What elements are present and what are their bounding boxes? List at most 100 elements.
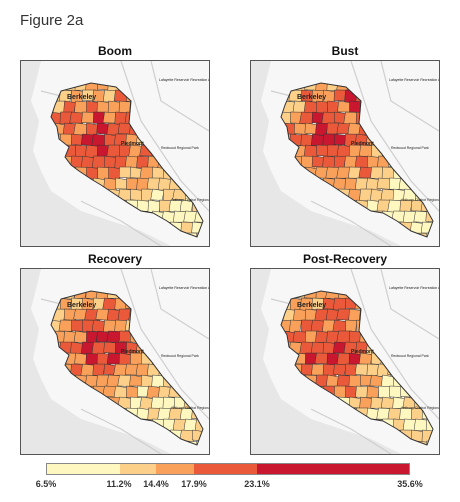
census-tract[interactable] bbox=[316, 100, 329, 114]
census-tract[interactable] bbox=[63, 210, 78, 224]
census-tract[interactable] bbox=[130, 188, 142, 201]
census-tract[interactable] bbox=[359, 232, 373, 246]
census-tract[interactable] bbox=[336, 308, 351, 321]
census-tract[interactable] bbox=[97, 166, 111, 180]
census-tract[interactable] bbox=[73, 232, 88, 245]
census-tract[interactable] bbox=[129, 374, 143, 387]
census-tract[interactable] bbox=[282, 418, 298, 432]
census-tract[interactable] bbox=[334, 221, 347, 236]
census-tract[interactable] bbox=[314, 122, 329, 136]
census-tract[interactable] bbox=[288, 429, 304, 443]
census-tract[interactable] bbox=[333, 429, 349, 443]
census-tract[interactable] bbox=[70, 221, 84, 234]
census-tract[interactable] bbox=[49, 407, 63, 420]
census-tract[interactable] bbox=[378, 385, 392, 399]
census-tract[interactable] bbox=[119, 232, 132, 244]
census-tract[interactable] bbox=[321, 111, 336, 125]
census-tract[interactable] bbox=[337, 232, 352, 244]
census-tract[interactable] bbox=[279, 199, 294, 214]
census-tract[interactable] bbox=[289, 221, 303, 234]
census-tract[interactable] bbox=[114, 319, 128, 333]
census-tract[interactable] bbox=[279, 429, 292, 443]
choropleth-map[interactable]: Berkeley Piedmont Lafayette Reservoir Recr… bbox=[20, 268, 210, 455]
census-tract[interactable] bbox=[282, 440, 296, 453]
census-tract[interactable] bbox=[337, 440, 350, 453]
census-tract[interactable] bbox=[304, 418, 318, 432]
census-tract[interactable] bbox=[91, 221, 107, 235]
census-tract[interactable] bbox=[63, 100, 77, 114]
census-tract[interactable] bbox=[337, 100, 351, 113]
census-tract[interactable] bbox=[58, 319, 74, 332]
census-tract[interactable] bbox=[326, 440, 341, 453]
census-tract[interactable] bbox=[326, 374, 339, 388]
census-tract[interactable] bbox=[52, 440, 67, 453]
census-tract[interactable] bbox=[370, 396, 384, 409]
census-tract[interactable] bbox=[389, 385, 403, 399]
choropleth-map[interactable]: Berkeley Piedmont Lafayette Reservoir Recr… bbox=[250, 268, 440, 455]
census-tract[interactable] bbox=[63, 330, 76, 344]
census-tract[interactable] bbox=[323, 429, 337, 444]
census-tract[interactable] bbox=[49, 221, 64, 235]
census-tract[interactable] bbox=[49, 199, 61, 213]
census-tract[interactable] bbox=[292, 330, 308, 344]
census-tract[interactable] bbox=[283, 210, 298, 224]
census-tract[interactable] bbox=[326, 352, 339, 366]
census-tract[interactable] bbox=[380, 188, 395, 202]
census-tract[interactable] bbox=[314, 232, 331, 246]
census-tract[interactable] bbox=[147, 199, 161, 213]
census-tract[interactable] bbox=[63, 440, 77, 453]
census-tract[interactable] bbox=[292, 232, 307, 244]
census-tract[interactable] bbox=[52, 210, 66, 225]
census-tract[interactable] bbox=[279, 221, 294, 235]
census-tract[interactable] bbox=[300, 363, 314, 376]
census-tract[interactable] bbox=[81, 155, 95, 169]
census-tract[interactable] bbox=[74, 440, 88, 452]
census-tract[interactable] bbox=[293, 440, 308, 453]
census-tract[interactable] bbox=[279, 407, 293, 421]
census-tract[interactable] bbox=[96, 440, 110, 453]
census-tract[interactable] bbox=[74, 100, 88, 114]
census-tract[interactable] bbox=[106, 330, 121, 344]
census-tract[interactable] bbox=[310, 133, 325, 147]
census-tract[interactable] bbox=[80, 221, 95, 234]
census-tract[interactable] bbox=[102, 429, 118, 443]
census-tract[interactable] bbox=[81, 111, 95, 124]
census-tract[interactable] bbox=[345, 319, 358, 333]
census-tract[interactable] bbox=[128, 232, 143, 246]
census-tract[interactable] bbox=[359, 440, 373, 454]
choropleth-map[interactable]: Berkeley Piedmont Lafayette Reservoir Recr… bbox=[250, 60, 440, 247]
census-tract[interactable] bbox=[73, 330, 89, 344]
census-tract[interactable] bbox=[95, 308, 110, 321]
census-tract[interactable] bbox=[130, 440, 143, 454]
census-tract[interactable] bbox=[293, 210, 308, 223]
census-tract[interactable] bbox=[95, 232, 110, 244]
census-tract[interactable] bbox=[305, 210, 319, 224]
census-tract[interactable] bbox=[92, 363, 106, 376]
census-tract[interactable] bbox=[49, 429, 63, 443]
census-tract[interactable] bbox=[63, 418, 79, 431]
census-tract[interactable] bbox=[85, 122, 99, 137]
census-tract[interactable] bbox=[366, 385, 380, 399]
census-tract[interactable] bbox=[119, 440, 133, 454]
census-tract[interactable] bbox=[333, 297, 347, 311]
census-tract[interactable] bbox=[52, 232, 67, 245]
census-tract[interactable] bbox=[71, 319, 84, 332]
census-tract[interactable] bbox=[85, 440, 101, 453]
census-tract[interactable] bbox=[281, 232, 296, 246]
choropleth-map[interactable]: Berkeley Piedmont Lafayette Reservoir Recr… bbox=[20, 60, 210, 247]
census-tract[interactable] bbox=[73, 210, 88, 224]
census-tract[interactable] bbox=[310, 429, 326, 442]
census-tract[interactable] bbox=[299, 111, 315, 125]
census-tract[interactable] bbox=[333, 363, 347, 376]
census-tract[interactable] bbox=[86, 232, 100, 245]
census-tract[interactable] bbox=[62, 232, 79, 244]
census-tract[interactable] bbox=[81, 429, 96, 443]
census-tract[interactable] bbox=[299, 221, 316, 234]
census-tract[interactable] bbox=[86, 330, 98, 344]
census-tract[interactable] bbox=[106, 232, 121, 246]
census-tract[interactable] bbox=[69, 111, 85, 124]
census-tract[interactable] bbox=[71, 133, 83, 146]
census-tract[interactable] bbox=[322, 221, 337, 234]
census-tract[interactable] bbox=[314, 440, 329, 454]
census-tract[interactable] bbox=[115, 177, 128, 190]
